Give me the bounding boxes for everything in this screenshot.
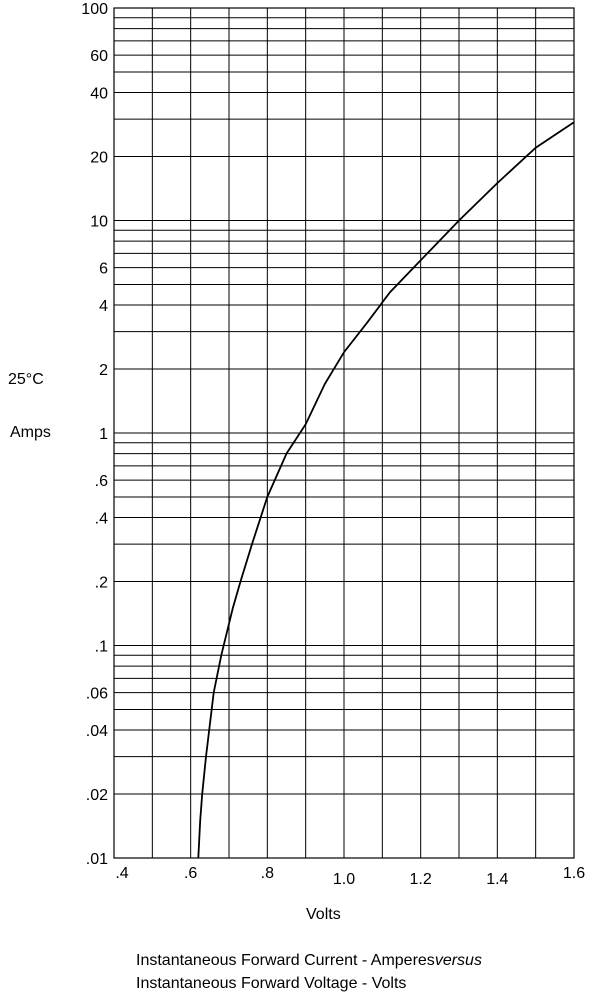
caption-line-2: Instantaneous Forward Voltage - Volts [136, 975, 406, 992]
plot-frame [113, 7, 575, 859]
ylabel-temperature: 25°C [8, 371, 44, 388]
y-tick-label: .1 [95, 639, 108, 656]
y-tick-label: 6 [99, 261, 108, 278]
x-tick-label: .8 [261, 865, 274, 882]
y-tick-label: .06 [86, 686, 108, 703]
y-tick-label: .04 [86, 723, 108, 740]
y-tick-label: 4 [99, 298, 108, 315]
y-tick-label: .01 [86, 851, 108, 868]
caption-line-1: Instantaneous Forward Current - Amperesv… [136, 952, 482, 969]
y-tick-label: 10 [90, 214, 108, 231]
ylabel-unit: Amps [10, 424, 51, 441]
y-tick-label: .2 [95, 575, 108, 592]
x-axis-label: Volts [306, 906, 341, 923]
y-tick-labels: 100 60 40 20 10 6 4 2 1 .6 .4 .2 .1 .06 .04 .02 .01 [81, 1, 108, 868]
y-tick-label: .4 [95, 511, 108, 528]
caption-line-1-italic: versus [435, 952, 482, 969]
x-tick-label: .6 [184, 865, 197, 882]
x-tick-labels: .4 .6 .8 1.0 1.2 1.4 1.6 [115, 865, 585, 888]
y-tick-label: .02 [86, 787, 108, 804]
y-tick-label: 100 [81, 1, 108, 18]
x-tick-label: 1.6 [563, 865, 585, 882]
y-tick-label: 60 [90, 48, 108, 65]
y-tick-label: 1 [99, 426, 108, 443]
caption-line-1-prefix: Instantaneous Forward Current - Amperes [136, 952, 435, 969]
series-line [197, 121, 575, 859]
x-tick-label: 1.4 [486, 871, 508, 888]
x-tick-label: .4 [115, 865, 128, 882]
y-tick-label: 40 [90, 86, 108, 103]
y-tick-label: 2 [99, 362, 108, 379]
y-tick-label: .6 [95, 473, 108, 490]
x-tick-label: 1.2 [410, 871, 432, 888]
y-tick-label: 20 [90, 150, 108, 167]
x-tick-label: 1.0 [333, 871, 355, 888]
